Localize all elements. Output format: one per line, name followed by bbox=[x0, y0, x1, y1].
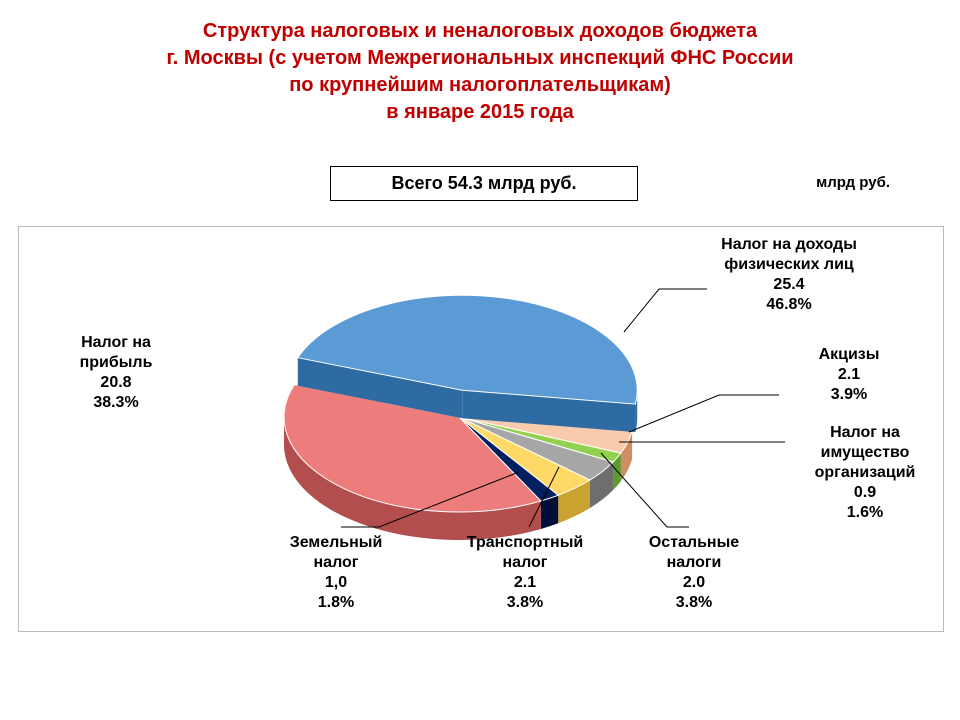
total-box: Всего 54.3 млрд руб. bbox=[330, 166, 638, 201]
unit-label: млрд руб. bbox=[816, 174, 890, 191]
slice-label: Транспортныйналог2.13.8% bbox=[435, 533, 615, 613]
slice-label: Остальныеналоги2.03.8% bbox=[619, 533, 769, 613]
slice-label: Земельныйналог1,01.8% bbox=[251, 533, 421, 613]
title-line-1: Структура налоговых и неналоговых доходо… bbox=[203, 20, 757, 42]
title-line-2: г. Москвы (с учетом Межрегиональных инсп… bbox=[166, 47, 793, 69]
chart-title: Структура налоговых и неналоговых доходо… bbox=[0, 18, 960, 126]
slice-label: Акцизы2.13.9% bbox=[779, 345, 919, 405]
title-line-4: в январе 2015 года bbox=[386, 101, 574, 123]
total-box-text: Всего 54.3 млрд руб. bbox=[392, 173, 577, 193]
chart-panel: Налог на доходыфизических лиц25.446.8% Ак… bbox=[18, 226, 944, 632]
slice-label: Налог наимуществоорганизаций0.91.6% bbox=[785, 423, 945, 523]
slice-label: Налог наприбыль20.838.3% bbox=[41, 333, 191, 413]
leader-line bbox=[629, 395, 779, 432]
slice-label: Налог на доходыфизических лиц25.446.8% bbox=[659, 235, 919, 315]
page-root: { "title_lines": [ "Структура налоговых … bbox=[0, 0, 960, 720]
title-line-3: по крупнейшим налогоплательщикам) bbox=[289, 74, 671, 96]
